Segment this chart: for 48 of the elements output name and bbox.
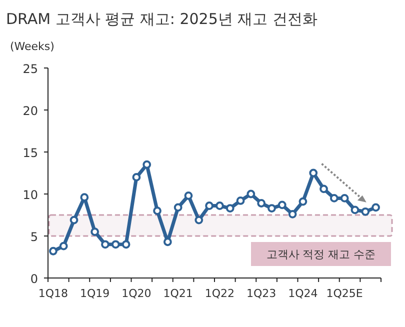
point <box>132 173 141 182</box>
point <box>278 200 286 210</box>
point <box>226 204 234 212</box>
band-label: 고객사 적정 재고 수준 <box>266 248 376 261</box>
y-tick-label: 0 <box>30 272 38 286</box>
y-axis-title: (Weeks) <box>10 40 54 53</box>
y-tick-label: 25 <box>22 62 38 76</box>
point <box>330 194 338 202</box>
x-tick-label: 1Q24 <box>288 287 318 300</box>
point <box>70 216 78 224</box>
point <box>236 196 245 205</box>
point <box>205 202 214 210</box>
point <box>153 206 162 215</box>
y-tick-label: 15 <box>22 146 38 160</box>
point <box>174 203 182 212</box>
x-tick-label: 1Q18 <box>38 287 68 300</box>
x-tick-label: 1Q22 <box>204 287 235 300</box>
point <box>122 240 130 249</box>
point <box>350 206 360 214</box>
point <box>49 246 58 256</box>
point <box>111 240 120 249</box>
point <box>268 204 276 212</box>
y-tick-label: 10 <box>22 188 38 202</box>
point <box>194 216 204 224</box>
x-tick-label: 1Q21 <box>163 287 193 300</box>
x-tick-label: 1Q23 <box>246 287 276 300</box>
point <box>340 194 349 202</box>
point <box>288 210 297 218</box>
point <box>372 203 380 212</box>
point <box>361 207 370 216</box>
point <box>184 191 193 200</box>
point <box>216 202 224 210</box>
point <box>163 238 172 246</box>
x-tick-label: 1Q19 <box>80 287 110 300</box>
point <box>246 190 256 198</box>
point <box>309 168 318 178</box>
point <box>142 160 152 169</box>
x-tick-label: 1Q25E <box>326 287 363 300</box>
point <box>298 197 308 206</box>
y-tick-label: 20 <box>22 104 38 118</box>
point <box>90 228 100 236</box>
chart-title: DRAM 고객사 평균 재고: 2025년 재고 건전화 <box>6 10 318 28</box>
point <box>101 240 110 249</box>
point <box>257 199 266 208</box>
point <box>59 242 68 250</box>
point <box>320 184 328 194</box>
y-tick-label: 5 <box>30 230 38 244</box>
x-tick-label: 1Q20 <box>122 287 152 300</box>
